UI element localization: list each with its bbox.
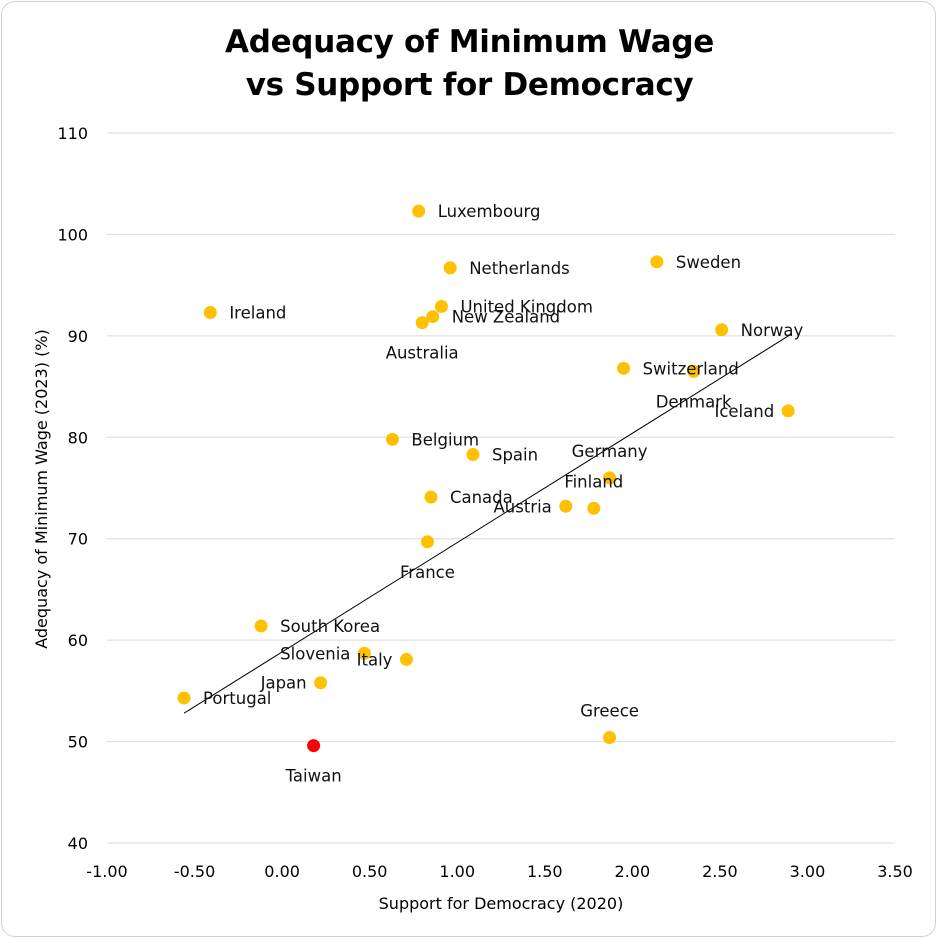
label-japan: Japan	[260, 674, 307, 693]
label-portugal: Portugal	[203, 689, 271, 708]
x-tick-label: 1.50	[527, 862, 563, 881]
point-finland	[587, 501, 601, 515]
point-slovenia	[357, 646, 371, 660]
point-australia	[415, 316, 429, 330]
chart-title-line2: vs Support for Democracy	[245, 67, 694, 103]
point-germany	[603, 471, 617, 485]
label-norway: Norway	[741, 321, 804, 340]
label-sweden: Sweden	[676, 253, 741, 272]
label-finland: Finland	[564, 472, 623, 491]
point-portugal	[177, 691, 191, 705]
point-switzerland	[617, 361, 631, 375]
chart-title-line1: Adequacy of Minimum Wage	[225, 24, 714, 60]
y-tick-label: 50	[68, 733, 88, 752]
label-ireland: Ireland	[229, 304, 286, 323]
gridlines	[107, 132, 895, 844]
point-new-zealand	[426, 310, 440, 324]
label-netherlands: Netherlands	[469, 259, 570, 278]
label-united-kingdom: United Kingdom	[460, 297, 592, 316]
point-greece	[603, 731, 617, 745]
trendline	[183, 333, 792, 714]
y-tick-label: 110	[57, 124, 88, 143]
label-germany: Germany	[572, 442, 648, 461]
y-tick-label: 100	[57, 225, 88, 244]
label-switzerland: Switzerland	[643, 359, 739, 378]
point-denmark	[687, 364, 701, 378]
label-iceland: Iceland	[714, 402, 774, 421]
y-tick-label: 80	[68, 428, 88, 447]
x-tick-label: 3.50	[877, 862, 913, 881]
label-australia: Australia	[386, 344, 459, 363]
point-italy	[399, 652, 413, 666]
label-luxembourg: Luxembourg	[438, 202, 541, 221]
point-netherlands	[443, 261, 457, 275]
label-greece: Greece	[580, 702, 639, 721]
point-canada	[424, 490, 438, 504]
x-tick-label: 2.50	[702, 862, 738, 881]
x-axis-ticks: -1.00 -0.50 0.00 0.50 1.00 1.50 2.00 2.50 3.00 3.…	[86, 862, 913, 881]
label-taiwan: Taiwan	[285, 767, 342, 786]
label-belgium: Belgium	[411, 430, 479, 449]
point-france	[420, 535, 434, 549]
x-tick-label: 1.00	[439, 862, 475, 881]
point-belgium	[385, 432, 399, 446]
label-canada: Canada	[450, 488, 513, 507]
x-tick-label: -1.00	[86, 862, 127, 881]
x-axis-title: Support for Democracy (2020)	[379, 894, 624, 913]
label-italy: Italy	[357, 650, 393, 669]
point-labels: Luxembourg Netherlands Sweden Ireland United…	[203, 202, 803, 786]
point-norway	[715, 323, 729, 337]
x-tick-label: 0.00	[264, 862, 300, 881]
point-ireland	[203, 306, 217, 320]
label-austria: Austria	[493, 497, 551, 516]
point-united-kingdom	[434, 299, 448, 313]
label-new-zealand: New Zealand	[452, 308, 560, 327]
label-denmark: Denmark	[656, 392, 732, 411]
x-tick-label: 2.00	[615, 862, 651, 881]
y-tick-label: 90	[68, 327, 88, 346]
point-iceland	[781, 404, 795, 418]
y-tick-label: 70	[68, 530, 88, 549]
label-spain: Spain	[492, 446, 538, 465]
point-luxembourg	[412, 204, 426, 218]
y-tick-label: 40	[68, 834, 88, 853]
label-slovenia: Slovenia	[280, 644, 350, 663]
point-japan	[314, 676, 328, 690]
point-taiwan	[307, 739, 321, 753]
point-sweden	[650, 255, 664, 269]
x-tick-label: 0.50	[352, 862, 388, 881]
label-france: France	[400, 563, 455, 582]
y-axis-ticks: 40 50 60 70 80 90 100 110	[57, 124, 88, 853]
y-axis-title: Adequacy of Minimum Wage (2023) (%)	[32, 329, 51, 649]
point-spain	[466, 448, 480, 462]
label-south-korea: South Korea	[280, 617, 380, 636]
y-tick-label: 60	[68, 631, 88, 650]
data-points	[177, 204, 795, 753]
x-tick-label: 3.00	[790, 862, 826, 881]
x-tick-label: -0.50	[174, 862, 215, 881]
point-austria	[559, 499, 573, 513]
point-south-korea	[254, 619, 268, 633]
